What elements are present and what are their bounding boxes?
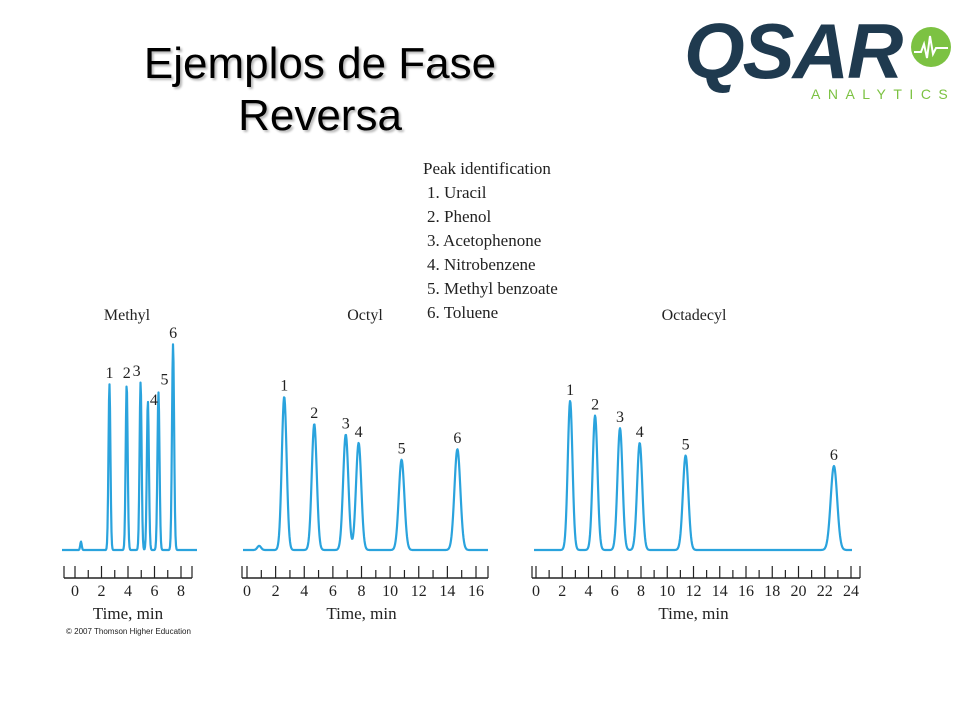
peak-identification-legend: Peak identification 1. Uracil 2. Phenol …	[423, 157, 558, 325]
tick-label: 22	[817, 583, 833, 600]
peak-label: 6	[453, 430, 461, 447]
peak-label: 3	[616, 409, 624, 426]
peak-label: 6	[169, 325, 177, 342]
legend-item: 2. Phenol	[427, 207, 492, 226]
chart-title: Methyl	[104, 307, 151, 324]
peak-label: 2	[123, 365, 131, 382]
slide-title: Ejemplos de Fase Reversa	[143, 39, 497, 140]
peak-label: 4	[636, 424, 644, 441]
x-axis-label: Time, min	[93, 604, 164, 623]
qsar-logo: QSAR ANALYTICS	[684, 6, 954, 110]
legend-item: 4. Nitrobenzene	[427, 255, 536, 274]
peak-label: 1	[280, 378, 288, 395]
legend-item: 1. Uracil	[427, 183, 487, 202]
peak-label: 1	[106, 365, 114, 382]
legend-item: 3. Acetophenone	[427, 231, 542, 250]
chromatogram-trace	[242, 396, 489, 552]
tick-label: 10	[659, 583, 675, 600]
peak-label: 5	[398, 441, 406, 458]
chromatogram-trace	[61, 343, 198, 552]
tick-label: 6	[329, 583, 337, 600]
tick-label: 0	[532, 583, 540, 600]
tick-label: 12	[686, 583, 702, 600]
tick-label: 4	[300, 583, 308, 600]
x-axis-label: Time, min	[326, 604, 397, 623]
peak-label: 3	[342, 416, 350, 433]
legend-item: 6. Toluene	[427, 303, 499, 322]
chart-title: Octadecyl	[662, 307, 727, 324]
logo-globe-icon	[911, 27, 951, 67]
peak-label: 5	[161, 372, 169, 389]
tick-label: 8	[177, 583, 185, 600]
tick-label: 4	[124, 583, 132, 600]
tick-label: 8	[358, 583, 366, 600]
peak-label: 2	[310, 405, 318, 422]
peak-label: 4	[150, 392, 158, 409]
tick-label: 14	[439, 583, 455, 600]
chromatogram-trace	[533, 400, 853, 552]
peak-label: 1	[566, 382, 574, 399]
tick-label: 4	[585, 583, 593, 600]
tick-label: 10	[382, 583, 398, 600]
tick-label: 18	[764, 583, 780, 600]
tick-label: 6	[611, 583, 619, 600]
x-axis-label: Time, min	[658, 604, 729, 623]
tick-label: 24	[843, 583, 859, 600]
logo-subtitle: ANALYTICS	[811, 86, 956, 102]
logo-wordmark: QSAR	[684, 7, 903, 95]
tick-label: 6	[151, 583, 159, 600]
tick-label: 2	[98, 583, 106, 600]
tick-label: 0	[71, 583, 79, 600]
tick-label: 0	[243, 583, 251, 600]
tick-label: 2	[558, 583, 566, 600]
tick-label: 20	[791, 583, 807, 600]
legend-item: 5. Methyl benzoate	[427, 279, 558, 298]
peak-label: 3	[133, 363, 141, 380]
peak-label: 4	[355, 424, 363, 441]
peak-label: 6	[830, 447, 838, 464]
legend-heading: Peak identification	[423, 159, 551, 178]
copyright-notice: © 2007 Thomson Higher Education	[66, 627, 191, 636]
chart-title: Octyl	[347, 307, 383, 324]
peak-label: 5	[682, 437, 690, 454]
tick-label: 16	[468, 583, 484, 600]
tick-label: 12	[411, 583, 427, 600]
tick-label: 14	[712, 583, 728, 600]
tick-label: 8	[637, 583, 645, 600]
tick-label: 16	[738, 583, 754, 600]
tick-label: 2	[272, 583, 280, 600]
peak-label: 2	[591, 397, 599, 414]
